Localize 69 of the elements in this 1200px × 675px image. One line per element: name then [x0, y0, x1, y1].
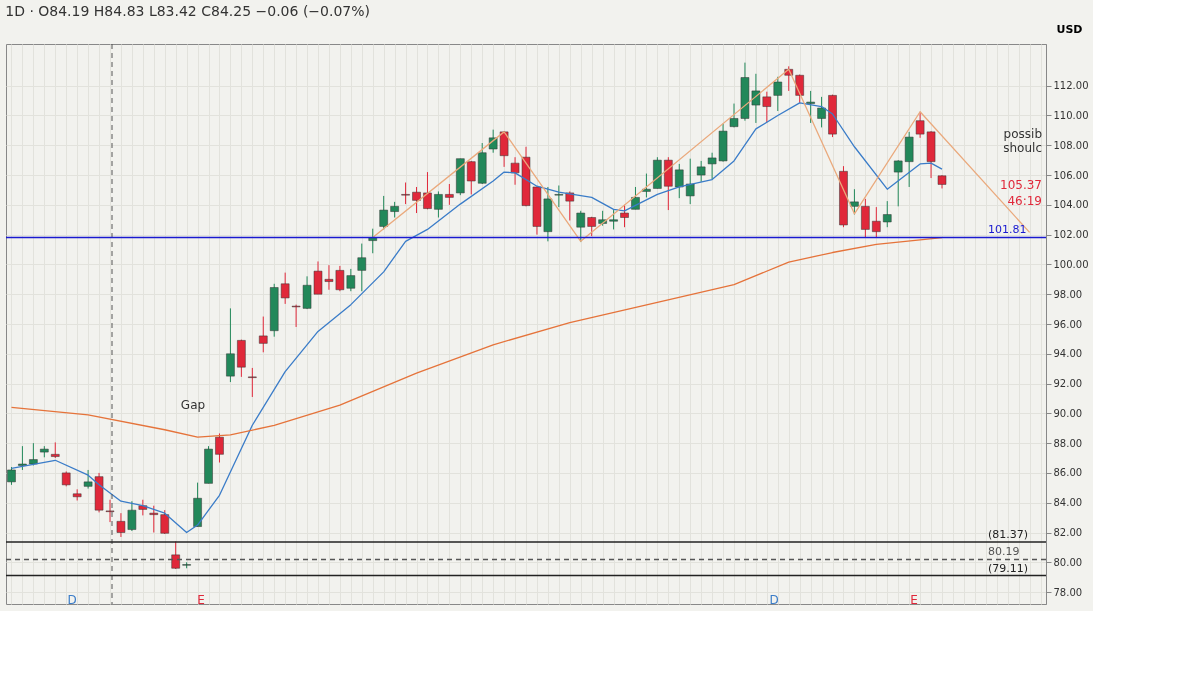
candlestick — [248, 367, 257, 398]
y-tick-label: 102.00 — [1053, 229, 1089, 241]
y-tick-label: 100.00 — [1053, 258, 1089, 270]
candlestick — [554, 184, 564, 208]
candlestick — [696, 160, 706, 183]
ref-line-label: (81.37) — [988, 527, 1029, 541]
y-tick-label: 80.00 — [1053, 556, 1083, 568]
annotation: D — [769, 593, 779, 607]
chart-title: 1D · O84.19 H84.83 L83.42 C84.25 −0.06 (−0.07%) — [5, 3, 371, 19]
y-tick-label: 104.00 — [1053, 199, 1089, 211]
y-tick-label: 92.00 — [1053, 378, 1083, 390]
y-tick-label: 78.00 — [1053, 586, 1083, 598]
annotation: E — [910, 593, 918, 607]
ref-line-label: (79.11) — [988, 561, 1029, 575]
annotation: E — [197, 593, 205, 607]
candlestick — [850, 188, 859, 216]
candlestick — [675, 163, 684, 199]
y-tick-label: 88.00 — [1053, 437, 1083, 449]
candlestick — [357, 243, 367, 292]
y-tick-label: 110.00 — [1053, 109, 1089, 121]
candlestick — [412, 186, 421, 214]
candlestick — [893, 159, 903, 207]
annotation: D — [67, 593, 77, 607]
candlestick — [861, 198, 870, 239]
candlestick — [368, 228, 377, 254]
candlestick — [149, 505, 159, 534]
y-tick-label: 90.00 — [1053, 407, 1083, 419]
candlestick — [401, 182, 410, 205]
candlestick — [773, 76, 783, 112]
candlestick — [467, 160, 476, 195]
candlestick — [817, 96, 826, 128]
y-tick-label: 108.00 — [1053, 139, 1089, 151]
candlestick — [280, 272, 290, 305]
annotation: possib — [1003, 127, 1042, 141]
candlestick — [872, 206, 881, 239]
y-tick-label: 98.00 — [1053, 288, 1083, 300]
ref-line-label: 80.19 — [988, 545, 1020, 559]
candlestick — [215, 432, 224, 464]
y-axis-title: USD — [1056, 22, 1083, 36]
candlestick — [642, 173, 651, 198]
candlestick — [576, 210, 585, 243]
y-tick-label: 84.00 — [1053, 497, 1083, 509]
candlestick — [565, 190, 575, 221]
annotation: Gap — [180, 398, 206, 412]
candlestick — [226, 307, 235, 383]
y-tick-label: 96.00 — [1053, 318, 1083, 330]
candlestick — [445, 183, 454, 206]
y-tick-label: 94.00 — [1053, 348, 1083, 360]
annotation: 105.37 — [1000, 178, 1042, 192]
line-series — [10, 236, 943, 438]
annotation: 46:19 — [1007, 194, 1042, 208]
candlestick — [18, 445, 27, 471]
candlestick — [423, 171, 432, 210]
candlestick — [806, 90, 815, 124]
y-tick-label: 86.00 — [1053, 467, 1083, 479]
candlestick — [685, 158, 695, 205]
y-tick-label: 82.00 — [1053, 527, 1083, 539]
candlestick — [609, 209, 618, 230]
annotation: shoulc — [1003, 141, 1042, 155]
candlestick — [259, 316, 268, 353]
candlestick — [379, 195, 388, 230]
y-tick-label: 112.00 — [1053, 80, 1089, 92]
candlestick — [620, 204, 629, 228]
y-tick-label: 106.00 — [1053, 169, 1089, 181]
ref-line-label: 101.81 — [988, 223, 1027, 237]
line-series — [10, 102, 943, 534]
candlestick — [171, 540, 180, 570]
candlestick — [883, 200, 892, 228]
candlestick — [434, 190, 443, 219]
